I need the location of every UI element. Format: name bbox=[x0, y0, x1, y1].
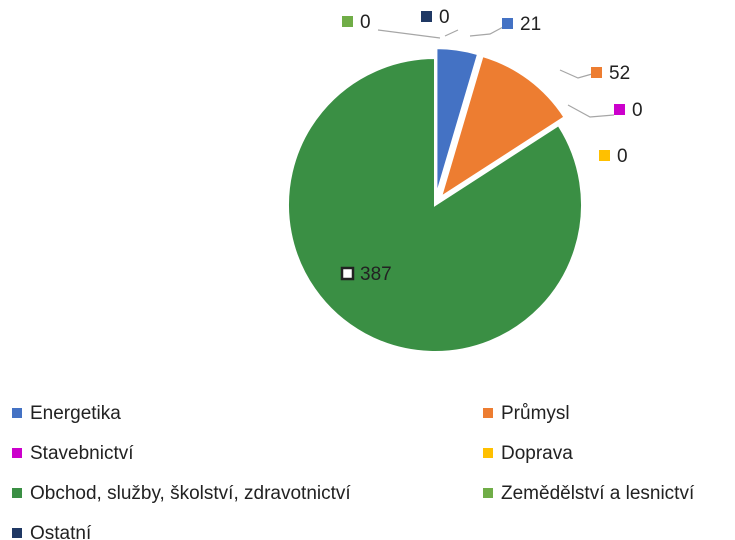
pie-slice bbox=[439, 54, 566, 200]
legend-label: Doprava bbox=[501, 443, 573, 464]
leader-line bbox=[377, 29, 441, 39]
pie-slice bbox=[287, 56, 583, 353]
data-label: 21 bbox=[520, 14, 541, 35]
leader-line bbox=[559, 69, 593, 79]
legend-label: Obchod, služby, školství, zdravotnictví bbox=[30, 483, 351, 504]
legend-label: Zemědělství a lesnictví bbox=[501, 483, 695, 504]
legend-label: Stavebnictví bbox=[30, 443, 134, 464]
label-key bbox=[502, 18, 513, 29]
leader-line bbox=[469, 25, 506, 37]
legend-key bbox=[483, 408, 493, 418]
data-label: 0 bbox=[617, 146, 628, 167]
leader-line bbox=[444, 29, 459, 37]
legend-key bbox=[483, 488, 493, 498]
legend-key bbox=[12, 448, 22, 458]
label-key bbox=[342, 16, 353, 27]
pie-slice bbox=[435, 47, 480, 196]
legend-key bbox=[12, 528, 22, 538]
label-key bbox=[421, 11, 432, 22]
data-label: 0 bbox=[439, 7, 450, 28]
data-label: 52 bbox=[609, 63, 630, 84]
data-label: 387 bbox=[360, 264, 392, 285]
data-label: 0 bbox=[360, 12, 371, 33]
label-key bbox=[614, 104, 625, 115]
legend-label: Energetika bbox=[30, 403, 121, 424]
label-key bbox=[591, 67, 602, 78]
legend-key bbox=[483, 448, 493, 458]
legend-key bbox=[12, 408, 22, 418]
data-label: 0 bbox=[632, 100, 643, 121]
legend-label: Ostatní bbox=[30, 523, 92, 540]
label-key bbox=[599, 150, 610, 161]
legend-key bbox=[12, 488, 22, 498]
leader-line bbox=[567, 104, 615, 118]
label-key bbox=[340, 266, 355, 281]
legend-label: Průmysl bbox=[501, 403, 570, 424]
